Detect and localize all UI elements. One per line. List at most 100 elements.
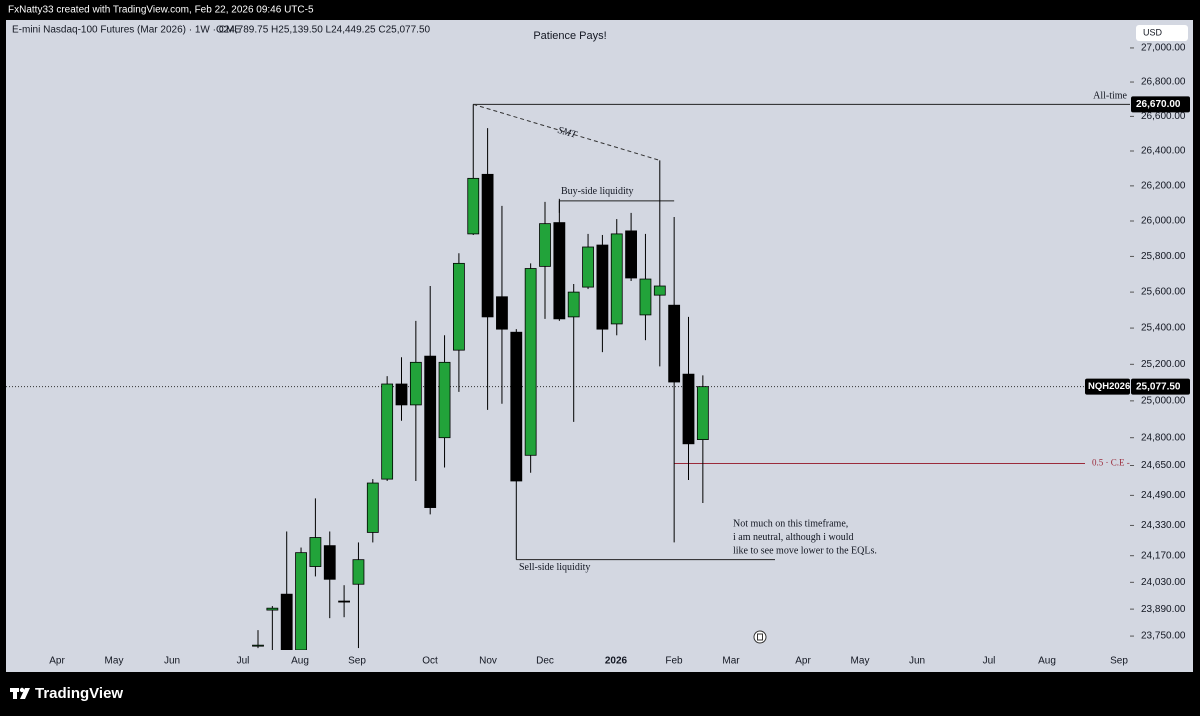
x-tick-label: Feb bbox=[665, 656, 683, 667]
candle-body bbox=[295, 552, 307, 650]
candle-body bbox=[424, 355, 437, 508]
y-tick-label: 26,400.00 bbox=[1141, 146, 1186, 157]
candle-body bbox=[596, 244, 609, 330]
y-tick-label: 24,800.00 bbox=[1141, 432, 1186, 443]
candle-body bbox=[309, 537, 322, 567]
icon-circle[interactable] bbox=[753, 630, 767, 644]
y-tick-label: 23,890.00 bbox=[1141, 604, 1186, 615]
candle-body bbox=[280, 593, 293, 650]
ce-label: 0.5 · C.E - bbox=[1092, 458, 1130, 468]
y-tick-label: 25,200.00 bbox=[1141, 359, 1186, 370]
candle-body bbox=[338, 600, 351, 603]
x-tick-label: Mar bbox=[722, 656, 740, 667]
y-tick-label: 24,490.00 bbox=[1141, 490, 1186, 501]
y-tick-label: 25,800.00 bbox=[1141, 251, 1186, 262]
symbol-tag: NQH2026 bbox=[1088, 381, 1130, 392]
candle-body bbox=[438, 361, 451, 439]
candle-body bbox=[696, 386, 709, 440]
y-tick-label: 24,650.00 bbox=[1141, 460, 1186, 471]
candle-body bbox=[481, 173, 494, 318]
x-tick-label: Oct bbox=[422, 656, 438, 667]
candle-body bbox=[625, 230, 637, 279]
note-line: Not much on this timeframe, bbox=[733, 518, 848, 529]
y-tick-label: 25,000.00 bbox=[1141, 396, 1186, 407]
y-tick-label: 24,170.00 bbox=[1141, 550, 1186, 561]
chart-area bbox=[6, 20, 1193, 672]
candle-body bbox=[553, 222, 566, 320]
candle-body bbox=[266, 607, 279, 611]
logo: TradingView bbox=[10, 685, 123, 702]
icon-glyph[interactable] bbox=[757, 633, 763, 641]
buy-side-label: Buy-side liquidity bbox=[561, 186, 634, 197]
sell-side-label: Sell-side liquidity bbox=[519, 562, 590, 573]
y-tick-label: 26,800.00 bbox=[1141, 77, 1186, 88]
candle-body bbox=[323, 545, 336, 580]
x-tick-label: Sep bbox=[348, 656, 366, 667]
ath-tag: 26,670.00 bbox=[1136, 99, 1181, 110]
y-tick-label: 25,400.00 bbox=[1141, 323, 1186, 334]
replay-icon[interactable] bbox=[753, 630, 767, 644]
note-line: i am neutral, although i would bbox=[733, 532, 854, 543]
x-tick-label: Aug bbox=[291, 656, 309, 667]
x-tick-label: 2026 bbox=[605, 656, 628, 667]
logo-mark bbox=[19, 687, 25, 693]
candle-body bbox=[452, 262, 465, 351]
x-tick-label: Jun bbox=[164, 656, 180, 667]
x-tick-label: May bbox=[105, 656, 124, 667]
candle-body bbox=[252, 644, 264, 647]
candle-body bbox=[381, 383, 394, 480]
candle-body bbox=[467, 177, 480, 235]
plot bbox=[6, 103, 1130, 650]
candle-body bbox=[653, 285, 666, 296]
x-tick-label: Sep bbox=[1110, 656, 1128, 667]
ohlc-legend: O24,789.75 H25,139.50 L24,449.25 C25,077… bbox=[216, 25, 431, 36]
symbol-title: E-mini Nasdaq-100 Futures (Mar 2026) · 1… bbox=[12, 25, 241, 36]
x-tick-label: Dec bbox=[536, 656, 554, 667]
candle-body bbox=[366, 482, 379, 533]
ath-tag-box bbox=[1131, 96, 1190, 113]
brand: TradingView bbox=[35, 685, 123, 702]
logo-mark bbox=[13, 688, 17, 699]
candle-body bbox=[582, 246, 594, 288]
smt-label: SMT bbox=[556, 125, 579, 141]
candle-body bbox=[610, 233, 623, 325]
currency-box[interactable] bbox=[1136, 25, 1188, 41]
y-tick-label: 25,600.00 bbox=[1141, 287, 1186, 298]
last-price-tag-box bbox=[1131, 378, 1190, 395]
y-tick-label: 26,200.00 bbox=[1141, 181, 1186, 192]
x-tick-label: Jun bbox=[909, 656, 925, 667]
x-tick-label: Jul bbox=[237, 656, 250, 667]
credit: FxNatty33 created with TradingView.com, … bbox=[8, 5, 314, 16]
candle-body bbox=[409, 361, 422, 406]
last-price-tag: 25,077.50 bbox=[1136, 381, 1181, 392]
candle-body bbox=[682, 373, 695, 445]
x-tick-label: Nov bbox=[479, 656, 497, 667]
candle-body bbox=[510, 331, 523, 482]
x-tick-label: Apr bbox=[49, 656, 65, 667]
candle-body bbox=[496, 296, 508, 330]
smt-line bbox=[473, 103, 660, 161]
note-line: like to see move lower to the EQLs. bbox=[733, 545, 877, 556]
x-tick-label: May bbox=[851, 656, 870, 667]
x-tick-label: Jul bbox=[983, 656, 996, 667]
all-time-label: All-time bbox=[1093, 91, 1127, 102]
symbol-tag-box bbox=[1085, 378, 1130, 395]
x-tick-label: Aug bbox=[1038, 656, 1056, 667]
candle-body bbox=[524, 268, 537, 456]
candle-body bbox=[539, 223, 551, 267]
y-tick-label: 24,030.00 bbox=[1141, 577, 1186, 588]
currency[interactable]: USD bbox=[1143, 27, 1163, 37]
y-tick-label: 23,750.00 bbox=[1141, 631, 1186, 642]
candle-body bbox=[639, 278, 652, 316]
candle-body bbox=[668, 304, 681, 383]
x-tick-label: Apr bbox=[795, 656, 811, 667]
candle-body bbox=[395, 383, 408, 406]
y-tick-label: 24,330.00 bbox=[1141, 520, 1186, 531]
chart-title: Patience Pays! bbox=[533, 30, 606, 42]
y-tick-label: 27,000.00 bbox=[1141, 43, 1186, 54]
y-tick-label: 26,600.00 bbox=[1141, 111, 1186, 122]
y-tick-label: 26,000.00 bbox=[1141, 216, 1186, 227]
logo-mark bbox=[20, 688, 30, 699]
candle-body bbox=[352, 559, 365, 585]
